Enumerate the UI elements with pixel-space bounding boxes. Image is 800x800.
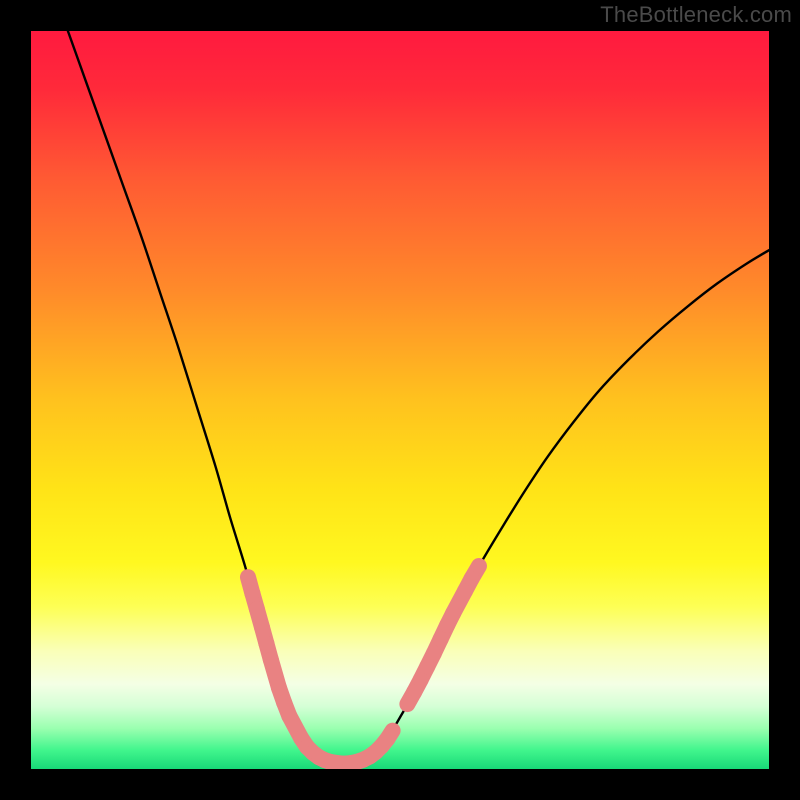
- bead-marker: [245, 586, 260, 601]
- chart-stage: TheBottleneck.com: [0, 0, 800, 800]
- bead-marker: [426, 646, 441, 661]
- bead-marker: [282, 708, 297, 723]
- bead-marker: [385, 723, 400, 738]
- bead-marker: [464, 571, 479, 586]
- bead-marker: [259, 636, 274, 651]
- bead-marker: [471, 559, 486, 574]
- bead-marker: [254, 620, 269, 635]
- bead-marker: [420, 659, 435, 674]
- bead-marker: [249, 601, 264, 616]
- bead-marker: [271, 680, 286, 695]
- bead-marker: [433, 632, 448, 647]
- bead-marker: [240, 570, 255, 585]
- bead-marker: [277, 695, 292, 710]
- bead-marker: [446, 606, 461, 621]
- bead-marker: [413, 672, 428, 687]
- bead-marker: [263, 652, 278, 667]
- bottleneck-curve-chart: [0, 0, 800, 800]
- chart-gradient-bg: [31, 31, 769, 769]
